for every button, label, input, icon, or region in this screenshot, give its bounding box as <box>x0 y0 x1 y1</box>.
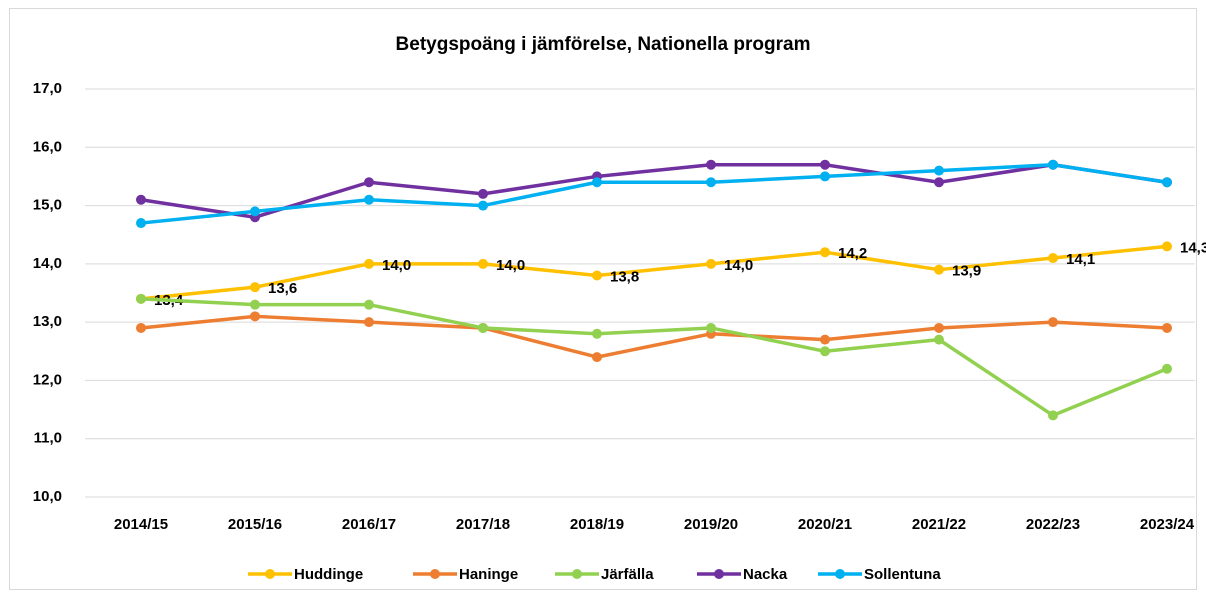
marker <box>820 346 830 357</box>
marker <box>934 334 944 345</box>
legend-marker <box>572 569 582 579</box>
marker <box>136 194 146 205</box>
y-tick-label: 14,0 <box>33 255 62 272</box>
marker <box>478 188 488 199</box>
marker <box>1048 410 1058 421</box>
marker <box>592 270 602 281</box>
marker <box>820 247 830 258</box>
marker <box>364 177 374 188</box>
x-tick-label: 2016/17 <box>342 516 396 533</box>
marker <box>364 299 374 310</box>
x-tick-label: 2018/19 <box>570 516 624 533</box>
marker <box>250 311 260 322</box>
legend-label: Sollentuna <box>864 566 941 583</box>
data-label: 14,0 <box>724 257 753 274</box>
data-label: 13,8 <box>610 268 639 285</box>
y-tick-label: 17,0 <box>33 80 62 97</box>
marker <box>1162 363 1172 374</box>
marker <box>820 159 830 170</box>
marker <box>1048 317 1058 328</box>
x-tick-label: 2020/21 <box>798 516 852 533</box>
legend-label: Nacka <box>743 566 788 583</box>
x-tick-label: 2014/15 <box>114 516 168 533</box>
marker <box>250 282 260 293</box>
data-label: 14,3 <box>1180 239 1206 256</box>
series-line <box>140 244 1168 301</box>
marker <box>364 317 374 328</box>
marker <box>478 322 488 333</box>
marker <box>592 352 602 363</box>
marker <box>1048 159 1058 170</box>
marker <box>706 258 716 269</box>
y-tick-label: 11,0 <box>34 430 62 447</box>
marker <box>136 218 146 229</box>
y-tick-label: 16,0 <box>33 138 62 155</box>
series-line <box>140 163 1168 219</box>
x-tick-label: 2022/23 <box>1026 516 1080 533</box>
legend-marker <box>430 569 440 579</box>
data-label: 13,6 <box>268 280 297 297</box>
marker <box>820 334 830 345</box>
x-tick-label: 2021/22 <box>912 516 966 533</box>
y-tick-label: 10,0 <box>33 488 62 505</box>
marker <box>478 200 488 211</box>
marker <box>1162 322 1172 333</box>
marker <box>136 293 146 304</box>
chart-frame <box>9 8 1197 590</box>
y-tick-label: 15,0 <box>33 197 62 214</box>
marker <box>934 264 944 275</box>
x-tick-label: 2017/18 <box>456 516 510 533</box>
marker <box>706 322 716 333</box>
y-tick-label: 13,0 <box>33 313 62 330</box>
series-line <box>140 163 1168 225</box>
legend-marker <box>265 569 275 579</box>
data-label: 13,9 <box>952 263 981 280</box>
series-line <box>140 314 1168 359</box>
data-label: 14,0 <box>382 257 411 274</box>
marker <box>136 322 146 333</box>
marker <box>934 177 944 188</box>
x-tick-label: 2015/16 <box>228 516 282 533</box>
marker <box>1162 177 1172 188</box>
marker <box>250 299 260 310</box>
marker <box>250 206 260 217</box>
marker <box>934 165 944 176</box>
legend-marker <box>714 569 724 579</box>
chart-title: Betygspoäng i jämförelse, Nationella pro… <box>396 34 811 55</box>
legend-label: Haninge <box>459 566 518 583</box>
marker <box>592 328 602 339</box>
data-label: 14,1 <box>1066 251 1095 268</box>
data-label: 14,2 <box>838 245 867 262</box>
marker <box>364 194 374 205</box>
marker <box>934 322 944 333</box>
x-tick-label: 2019/20 <box>684 516 738 533</box>
marker <box>364 258 374 269</box>
data-label: 14,0 <box>496 257 525 274</box>
legend-label: Järfälla <box>601 566 654 583</box>
marker <box>1048 253 1058 264</box>
marker <box>592 177 602 188</box>
legend-marker <box>835 569 845 579</box>
y-tick-label: 12,0 <box>33 371 62 388</box>
marker <box>706 159 716 170</box>
series-line <box>140 297 1168 418</box>
marker <box>820 171 830 182</box>
x-tick-label: 2023/24 <box>1140 516 1195 533</box>
marker <box>478 258 488 269</box>
marker <box>1162 241 1172 252</box>
legend-label: Huddinge <box>294 566 363 583</box>
marker <box>706 177 716 188</box>
